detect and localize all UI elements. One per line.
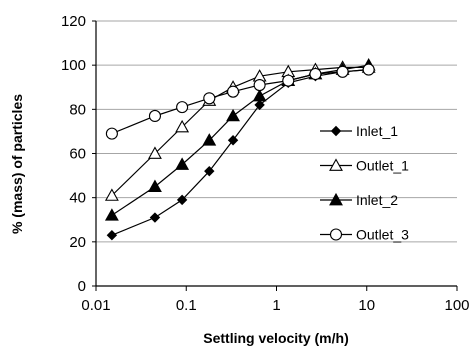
series-line xyxy=(111,69,369,135)
x-tick-label: 0.01 xyxy=(81,297,110,314)
series-line xyxy=(111,66,369,196)
y-tick-label: 60 xyxy=(69,146,86,163)
y-tick-label: 0 xyxy=(78,278,86,295)
data-point xyxy=(226,108,240,122)
data-point xyxy=(253,78,266,92)
x-tick-label: 1 xyxy=(272,297,280,314)
legend: Inlet_1 Outlet_1 Inlet_2 Outlet_3 xyxy=(320,123,409,243)
legend-label: Outlet_1 xyxy=(356,158,409,174)
data-point xyxy=(104,188,119,201)
legend-label: Inlet_2 xyxy=(356,192,398,208)
data-point xyxy=(252,88,267,102)
legend-label: Inlet_1 xyxy=(356,123,398,139)
series-line xyxy=(111,64,369,216)
legend-item: Inlet_1 xyxy=(320,123,398,139)
y-tick-label: 120 xyxy=(61,13,86,30)
y-axis-ticks: 0 20 40 60 80 100 120 xyxy=(61,13,96,295)
legend-marker xyxy=(329,158,343,171)
series-outlet-3 xyxy=(105,63,375,140)
legend-marker xyxy=(330,125,342,137)
data-point xyxy=(148,109,162,123)
data-point xyxy=(336,65,349,78)
data-point xyxy=(254,99,265,111)
data-point xyxy=(149,212,161,223)
data-point xyxy=(227,135,239,146)
y-tick-label: 80 xyxy=(69,101,86,118)
data-point xyxy=(226,85,240,98)
data-point xyxy=(104,208,119,221)
x-tick-label: 0.1 xyxy=(176,297,197,314)
data-point xyxy=(148,179,162,192)
legend-marker xyxy=(329,228,343,241)
legend-item: Outlet_1 xyxy=(320,158,409,174)
data-point xyxy=(175,119,190,133)
data-point xyxy=(362,63,375,76)
legend-marker xyxy=(329,192,343,206)
data-point xyxy=(175,157,190,170)
series-line xyxy=(111,69,369,236)
data-point xyxy=(282,74,295,87)
y-tick-label: 20 xyxy=(69,234,86,251)
data-point xyxy=(148,146,162,159)
x-axis-title: Settling velocity (m/h) xyxy=(203,330,348,346)
data-point xyxy=(202,133,217,146)
legend-label: Outlet_3 xyxy=(356,227,409,243)
y-tick-label: 100 xyxy=(61,57,86,74)
series-inlet-1 xyxy=(106,64,374,241)
x-axis-ticks: 0.01 0.1 1 10 100 xyxy=(81,286,469,314)
y-axis-title: % (mass) of particles xyxy=(9,94,25,234)
legend-item: Inlet_2 xyxy=(320,192,398,208)
data-point xyxy=(203,92,216,105)
data-point xyxy=(106,230,118,241)
x-tick-label: 100 xyxy=(444,297,469,314)
legend-item: Outlet_3 xyxy=(320,227,409,243)
gridlines xyxy=(96,20,457,243)
data-point xyxy=(105,127,118,140)
data-point xyxy=(204,165,215,177)
data-point xyxy=(309,67,322,81)
data-point xyxy=(176,101,189,114)
data-point xyxy=(176,194,188,206)
y-tick-label: 40 xyxy=(69,190,86,207)
series-layer xyxy=(104,58,376,241)
x-tick-label: 10 xyxy=(358,297,375,314)
